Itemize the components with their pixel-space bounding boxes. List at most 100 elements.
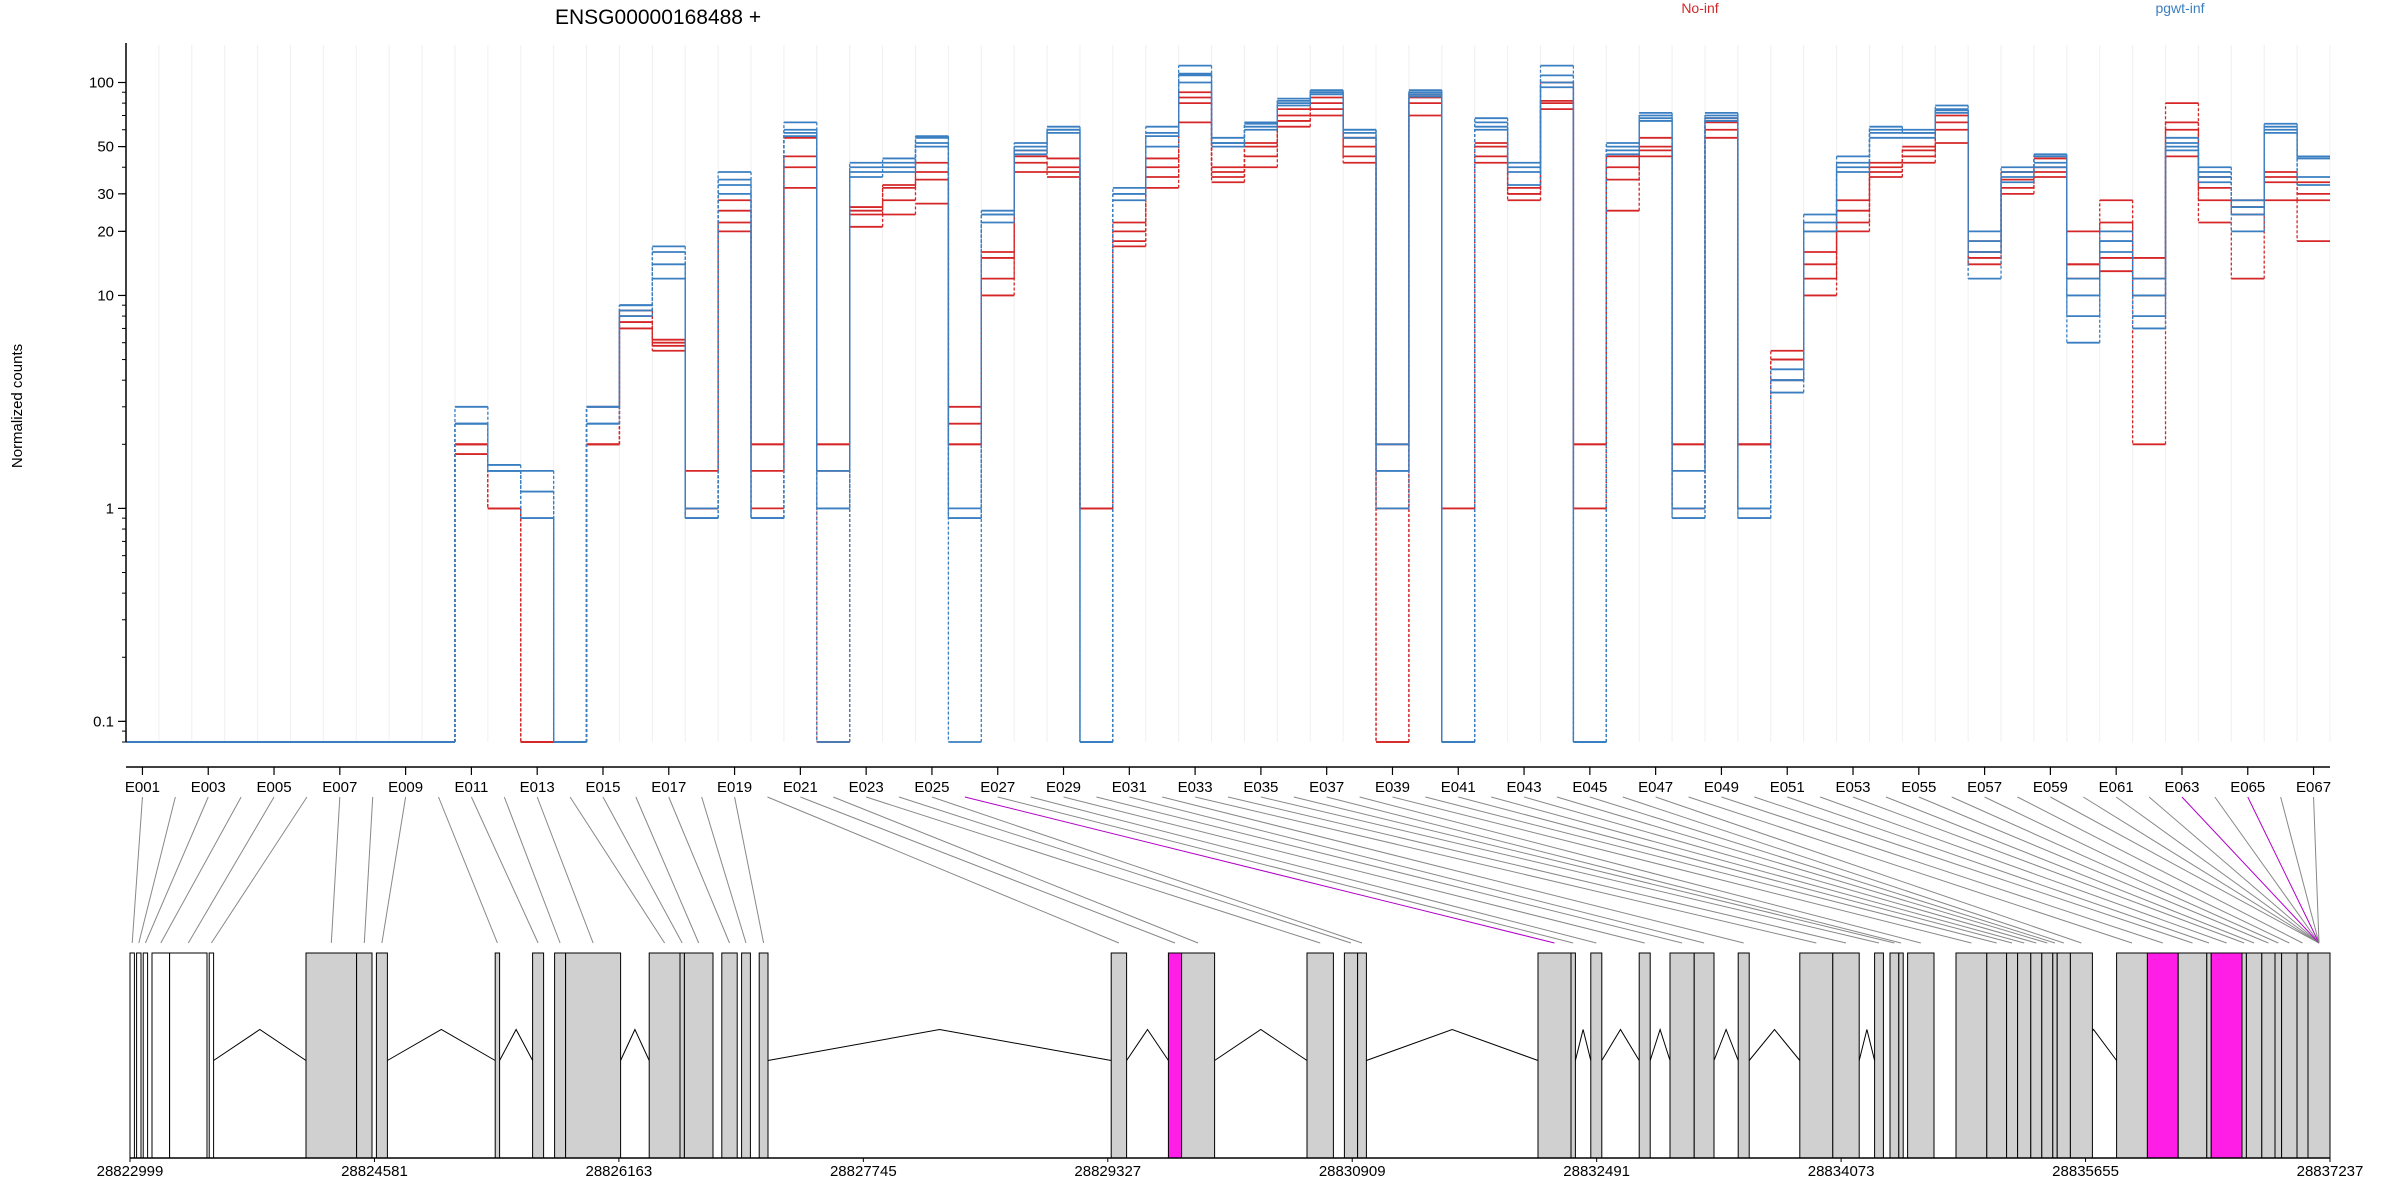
exon-connector [438, 796, 498, 944]
exon-block [1638, 952, 1651, 1159]
exon-block [1306, 952, 1334, 1159]
x-tick-label: E021 [783, 779, 818, 796]
exon-block [2307, 952, 2331, 1159]
intron-line [767, 1028, 1112, 1061]
intron-line [1649, 1027, 1671, 1061]
exon-block [2052, 952, 2058, 1159]
exon-connector [602, 796, 683, 944]
x-tick-label: E037 [1309, 779, 1344, 796]
exon-connector [767, 796, 1120, 944]
exon-block [758, 952, 769, 1159]
y-axis-label: Normalized counts [9, 344, 26, 468]
exon-block [1343, 952, 1359, 1159]
exon-connector [569, 796, 666, 944]
x-tick-label: E065 [2230, 779, 2265, 796]
exon-connector [1589, 796, 2056, 944]
exon-connector [1754, 796, 2193, 944]
genomic-tick-label: 28827745 [830, 1163, 897, 1180]
exon-block [1570, 952, 1576, 1159]
genomic-tick-label: 28832491 [1563, 1163, 1630, 1180]
exon-connector [470, 796, 539, 944]
x-tick-label: E047 [1638, 779, 1673, 796]
exon-connector [2247, 796, 2320, 944]
exon-block [1889, 952, 1900, 1159]
x-tick-label: E039 [1375, 779, 1410, 796]
x-tick-label: E013 [520, 779, 555, 796]
exon-connector [668, 796, 730, 944]
exon-connector [536, 796, 594, 944]
exon-connector [1721, 796, 2163, 944]
exon-connector [865, 796, 1321, 944]
genomic-tick-label: 28834073 [1808, 1163, 1875, 1180]
exon-connector [800, 796, 1176, 944]
exon-connector [160, 796, 242, 944]
y-tick-label: 20 [97, 223, 114, 240]
exon-connector [1523, 796, 2037, 944]
gene-model: 28822999 28824581 28826163 28827745 28829327… [97, 952, 2364, 1180]
exon-block [2056, 952, 2071, 1159]
intron-line [1748, 1028, 1801, 1061]
x-tick-label: E057 [1967, 779, 2002, 796]
x-tick-label: E041 [1441, 779, 1476, 796]
exon-block [2245, 952, 2263, 1159]
exon-connector [734, 796, 765, 944]
x-tick-label: E003 [191, 779, 226, 796]
exon-connector [2181, 796, 2320, 944]
exon-connector [1326, 796, 1902, 944]
exon-connector [1063, 796, 1645, 944]
genomic-tick-label: 28835655 [2052, 1163, 2119, 1180]
exon-connector [964, 796, 1555, 944]
x-tick-label: E031 [1112, 779, 1147, 796]
exon-block [2030, 952, 2043, 1159]
exon-block [1986, 952, 2008, 1159]
exon-connector [701, 796, 747, 944]
y-tick-label: 100 [89, 74, 114, 91]
exon-connector [381, 796, 407, 944]
intron-line [213, 1028, 307, 1061]
exon-block [2006, 952, 2019, 1159]
exon-block [2177, 952, 2208, 1159]
exon-block [1737, 952, 1750, 1159]
exon-connector [1096, 796, 1683, 944]
exon-block [2261, 952, 2276, 1159]
genomic-tick-label: 28829327 [1074, 1163, 1141, 1180]
genomic-tick-label: 28826163 [586, 1163, 653, 1180]
x-tick-label: E033 [1178, 779, 1213, 796]
x-tick-label: E023 [849, 779, 884, 796]
exon-connector [898, 796, 1352, 944]
intron-line [1366, 1028, 1539, 1061]
exon-connector [131, 796, 143, 944]
x-tick-label: E015 [585, 779, 620, 796]
exon-block [169, 952, 208, 1159]
exon-connectors [131, 796, 2320, 944]
exon-block [2296, 952, 2309, 1159]
x-tick-label: E043 [1507, 779, 1542, 796]
genomic-tick-label: 28837237 [2297, 1163, 2364, 1180]
exon-block [2017, 952, 2032, 1159]
exon-block [1955, 952, 1988, 1159]
exon-block [1181, 952, 1216, 1159]
exon-block [142, 952, 149, 1159]
exon-connector [1359, 796, 1921, 944]
exon-block [305, 952, 358, 1159]
x-tick-label: E067 [2296, 779, 2331, 796]
exon-block [151, 952, 171, 1159]
x-tick-label: E061 [2099, 779, 2134, 796]
exon-block [494, 952, 501, 1159]
exon-block [1537, 952, 1572, 1159]
exon-block [1907, 952, 1935, 1159]
intron-line [1574, 1029, 1592, 1061]
x-tick-label: E059 [2033, 779, 2068, 796]
y-tick-label: 30 [97, 186, 114, 203]
exon-block [2281, 952, 2298, 1159]
exon-block [721, 952, 738, 1159]
x-tick-label: E011 [454, 779, 488, 796]
genomic-tick-label: 28824581 [341, 1163, 408, 1180]
legend-pgwt-inf: pgwt-inf [2155, 0, 2204, 16]
exon-connector [1885, 796, 2255, 944]
exon-connector [997, 796, 1574, 944]
exon-block [2146, 952, 2179, 1159]
exon-block [1167, 952, 1183, 1159]
intron-line [387, 1028, 496, 1061]
